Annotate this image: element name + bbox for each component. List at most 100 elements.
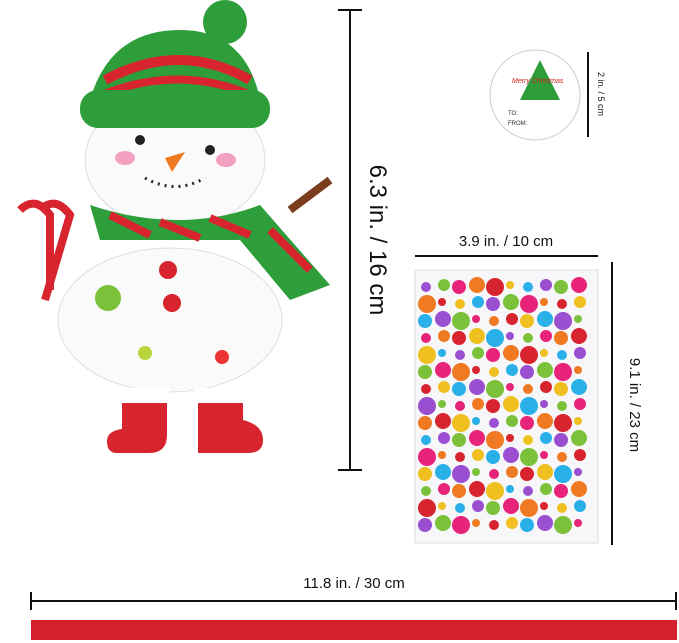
gem (554, 382, 568, 396)
gem (574, 468, 582, 476)
gem (557, 503, 567, 513)
gem (455, 350, 465, 360)
gem (421, 384, 431, 394)
ribbon (31, 620, 677, 640)
gem (574, 366, 582, 374)
gem (537, 515, 553, 531)
gem (438, 502, 446, 510)
gem (472, 398, 484, 410)
gem (540, 381, 552, 393)
dimension-label: 9.1 in. / 23 cm (626, 358, 643, 452)
gem (557, 452, 567, 462)
gem (503, 498, 519, 514)
gem (520, 295, 538, 313)
gem (503, 396, 519, 412)
tag-to: TO: (508, 111, 518, 117)
gem (540, 432, 552, 444)
gem (469, 328, 485, 344)
gem (506, 364, 518, 376)
gem (574, 449, 586, 461)
gem (438, 400, 446, 408)
gem (489, 367, 499, 377)
gem (506, 313, 518, 325)
gem (435, 464, 451, 480)
gem (486, 297, 500, 311)
gem (540, 349, 548, 357)
gem (506, 485, 514, 493)
gem (472, 296, 484, 308)
gem (418, 295, 436, 313)
gem (469, 277, 485, 293)
tag-greeting: Merry Christmas (512, 78, 564, 85)
gem (537, 362, 553, 378)
gem (554, 280, 568, 294)
gem (489, 316, 499, 326)
gem (472, 519, 480, 527)
gem (421, 435, 431, 445)
gem (452, 516, 470, 534)
gem (574, 500, 586, 512)
gem (489, 520, 499, 530)
gem (554, 516, 572, 534)
gem (438, 451, 446, 459)
dimension-label: 6.3 in. / 16 cm (364, 165, 391, 316)
gem (435, 515, 451, 531)
gem (537, 311, 553, 327)
gem (486, 482, 504, 500)
gem (418, 314, 432, 328)
gem (438, 330, 450, 342)
gem (520, 518, 534, 532)
gem (418, 518, 432, 532)
gem (469, 430, 485, 446)
gem (523, 486, 533, 496)
gem (540, 330, 552, 342)
gem (455, 401, 465, 411)
gem (520, 467, 534, 481)
gem (523, 435, 533, 445)
gem (452, 280, 466, 294)
gem (452, 433, 466, 447)
gem (554, 331, 568, 345)
gem (554, 484, 568, 498)
gem (537, 464, 553, 480)
gem (571, 277, 587, 293)
gem (452, 484, 466, 498)
gem (506, 434, 514, 442)
gem (506, 415, 518, 427)
gem (571, 328, 587, 344)
gem (574, 296, 586, 308)
gem (557, 299, 567, 309)
gem (540, 451, 548, 459)
dimension-label: 2 in. / 5 cm (596, 72, 606, 116)
gem (554, 363, 572, 381)
gem (540, 279, 552, 291)
gem (421, 282, 431, 292)
gem (506, 281, 514, 289)
gem (438, 483, 450, 495)
gem (506, 466, 518, 478)
gem (455, 299, 465, 309)
gem (574, 417, 582, 425)
gem (452, 465, 470, 483)
gem (418, 365, 432, 379)
gem (540, 298, 548, 306)
gem (438, 349, 446, 357)
gem (557, 350, 567, 360)
gem (540, 400, 548, 408)
gem (537, 413, 553, 429)
gem (418, 499, 436, 517)
gem (506, 517, 518, 529)
gem (540, 502, 548, 510)
gem (452, 331, 466, 345)
gem (435, 362, 451, 378)
gem (486, 501, 500, 515)
gem (486, 348, 500, 362)
gem (418, 346, 436, 364)
gem (452, 382, 466, 396)
gem (435, 311, 451, 327)
gem (438, 381, 450, 393)
gem (455, 452, 465, 462)
gem (472, 500, 484, 512)
gem (520, 314, 534, 328)
gem (554, 414, 572, 432)
